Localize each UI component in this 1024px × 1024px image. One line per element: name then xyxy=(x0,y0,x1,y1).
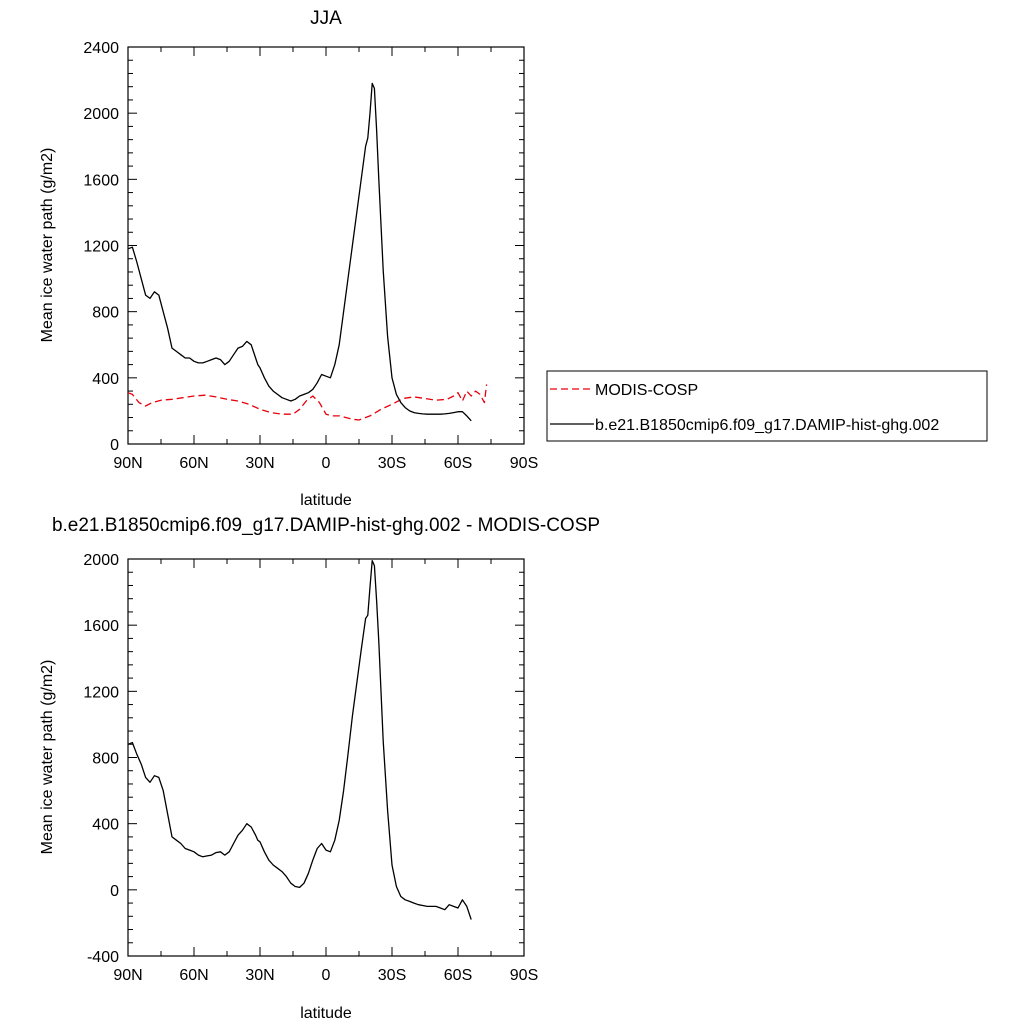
panel-top-x-axis-label: latitude xyxy=(300,492,352,509)
top-series-line-1 xyxy=(127,82,472,422)
panel-top-title: JJA xyxy=(310,8,342,29)
bottom-y-tick-label: -400 xyxy=(87,949,119,966)
top-x-tick-label: 90S xyxy=(510,455,538,472)
bottom-x-tick-label: 60S xyxy=(444,967,472,984)
bottom-x-tick-label: 30S xyxy=(378,967,406,984)
panel-bottom: b.e21.B1850cmip6.f09_g17.DAMIP-hist-ghg.… xyxy=(39,515,600,1022)
panel-bottom-x-axis-label: latitude xyxy=(300,1005,352,1022)
top-x-tick-label: 30S xyxy=(378,455,406,472)
panel-top-y-axis-label: Mean ice water path (g/m2) xyxy=(39,148,56,343)
panel-bottom-series xyxy=(127,560,472,920)
top-y-tick-label: 800 xyxy=(92,305,119,322)
legend-label-model: b.e21.B1850cmip6.f09_g17.DAMIP-hist-ghg.… xyxy=(595,417,939,434)
bottom-x-tick-label: 90N xyxy=(113,967,142,984)
legend-frame xyxy=(546,370,988,442)
bottom-y-tick-label: 2000 xyxy=(83,552,119,569)
top-x-tick-label: 0 xyxy=(322,455,331,472)
legend-label-modis: MODIS-COSP xyxy=(595,382,698,399)
top-y-tick-label: 2400 xyxy=(83,40,119,57)
bottom-x-tick-label: 30N xyxy=(245,967,274,984)
top-x-tick-label: 60N xyxy=(179,455,208,472)
bottom-y-tick-label: 1200 xyxy=(83,684,119,701)
panel-bottom-y-axis-label: Mean ice water path (g/m2) xyxy=(39,660,56,855)
top-y-tick-label: 1600 xyxy=(83,172,119,189)
top-y-tick-label: 400 xyxy=(92,371,119,388)
top-x-tick-label: 90N xyxy=(113,455,142,472)
panel-top-frame xyxy=(127,46,525,445)
panel-top: JJA 90N 60N 30N 0 30S 60S 90S 0 400 800 1200 1600 20… xyxy=(39,8,988,509)
top-x-tick-label: 60S xyxy=(444,455,472,472)
top-y-tick-label: 1200 xyxy=(83,239,119,256)
legend: MODIS-COSP b.e21.B1850cmip6.f09_g17.DAMI… xyxy=(546,370,988,442)
bottom-x-tick-label: 60N xyxy=(179,967,208,984)
top-y-tick-label: 2000 xyxy=(83,106,119,123)
top-series-line-0 xyxy=(127,384,488,421)
panel-top-ticks: 90N 60N 30N 0 30S 60S 90S 0 400 800 1200 1600 2000 24… xyxy=(83,40,538,472)
bottom-x-tick-label: 90S xyxy=(510,967,538,984)
panel-bottom-frame xyxy=(127,558,525,957)
bottom-x-tick-label: 0 xyxy=(322,967,331,984)
bottom-y-tick-label: 1600 xyxy=(83,618,119,635)
bottom-y-tick-label: 0 xyxy=(110,883,119,900)
bottom-y-tick-label: 800 xyxy=(92,751,119,768)
top-x-tick-label: 30N xyxy=(245,455,274,472)
bottom-y-tick-label: 400 xyxy=(92,817,119,834)
bottom-series-line-0 xyxy=(127,560,472,920)
panel-top-series xyxy=(127,82,488,422)
top-y-tick-label: 0 xyxy=(110,437,119,454)
panel-bottom-title: b.e21.B1850cmip6.f09_g17.DAMIP-hist-ghg.… xyxy=(52,515,600,536)
panel-bottom-ticks: 90N 60N 30N 0 30S 60S 90S -400 0 400 800 1200 1600 20… xyxy=(83,552,538,984)
